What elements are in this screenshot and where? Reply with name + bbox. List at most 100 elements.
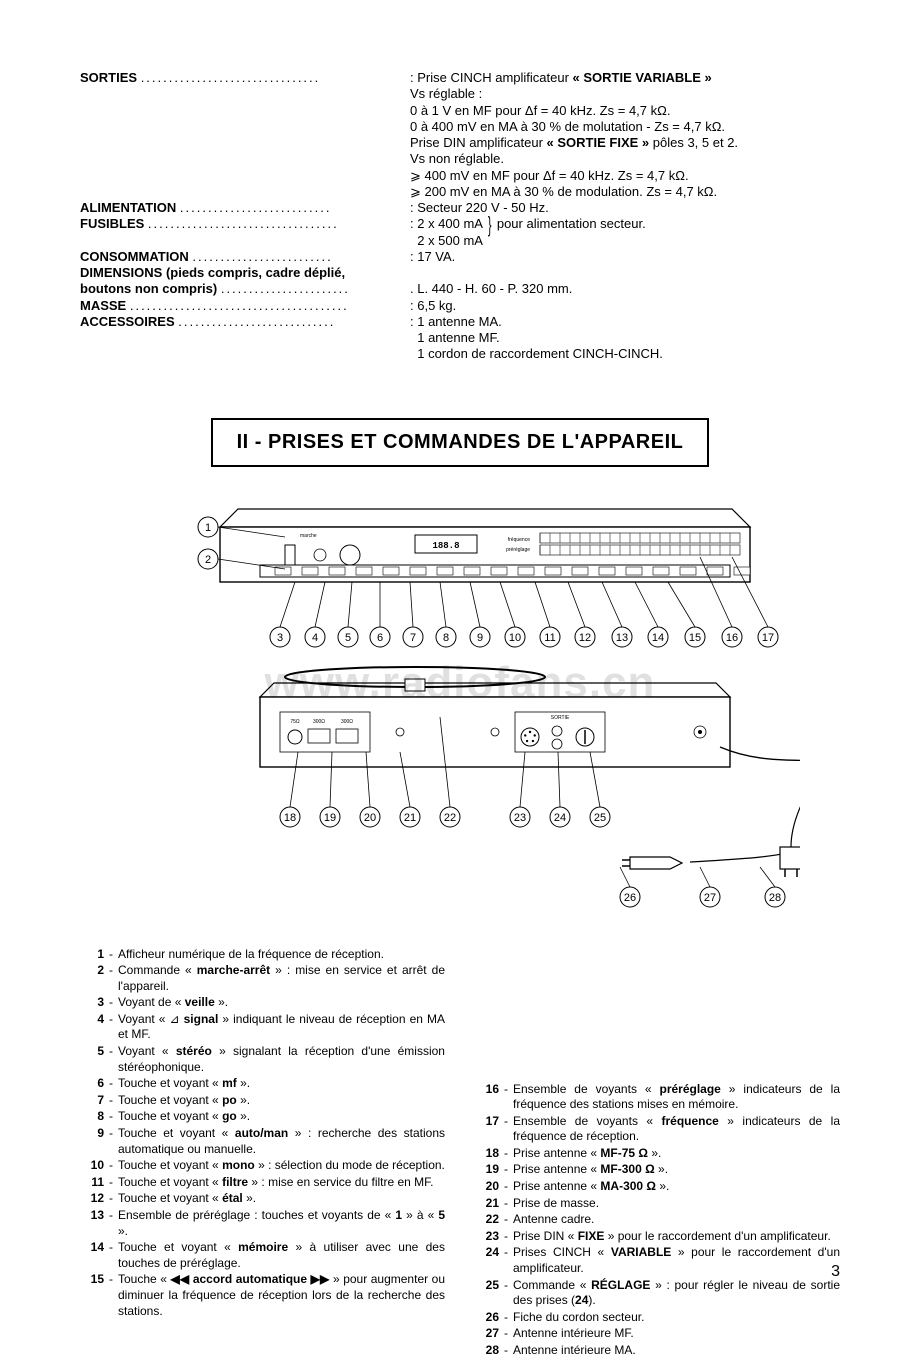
legend-text: Ensemble de voyants « fréquence » indica… — [513, 1114, 840, 1145]
spec-value: : 17 VA. — [410, 249, 840, 265]
legend-item: 4-Voyant « ⊿ signal » indiquant le nivea… — [80, 1012, 445, 1043]
legend-text: Prise DIN « FIXE » pour le raccordement … — [513, 1229, 840, 1245]
spec-value: : 1 antenne MA. 1 antenne MF. 1 cordon d… — [410, 314, 840, 363]
svg-text:7: 7 — [410, 632, 416, 644]
legend-num: 10 — [80, 1158, 104, 1174]
spec-row: MASSE ..................................… — [80, 298, 840, 314]
legend-text: Prise antenne « MF-300 Ω ». — [513, 1162, 840, 1178]
svg-text:26: 26 — [624, 892, 636, 904]
legend-item: 16-Ensemble de voyants « préréglage » in… — [475, 1082, 840, 1113]
svg-text:12: 12 — [579, 632, 591, 644]
svg-text:20: 20 — [364, 812, 376, 824]
legend-num: 11 — [80, 1175, 104, 1191]
legend-text: Touche et voyant « étal ». — [118, 1191, 445, 1207]
legend-item: 18-Prise antenne « MF-75 Ω ». — [475, 1146, 840, 1162]
spec-row: ACCESSOIRES ............................… — [80, 314, 840, 363]
svg-text:75Ω: 75Ω — [290, 719, 300, 725]
legend-num: 21 — [475, 1196, 499, 1212]
page-number: 3 — [831, 1262, 840, 1282]
svg-text:5: 5 — [345, 632, 351, 644]
section-title-wrap: II - PRISES ET COMMANDES DE L'APPAREIL — [80, 363, 840, 497]
legend-num: 26 — [475, 1310, 499, 1326]
legend-text: Voyant « stéréo » signalant la réception… — [118, 1044, 445, 1075]
legend-num: 9 — [80, 1126, 104, 1157]
svg-text:préréglage: préréglage — [506, 547, 530, 553]
legend-num: 1 — [80, 947, 104, 963]
legend-num: 23 — [475, 1229, 499, 1245]
legend-text: Touche et voyant « mf ». — [118, 1076, 445, 1092]
spec-label: CONSOMMATION ......................... — [80, 249, 410, 265]
legend-text: Touche et voyant « po ». — [118, 1093, 445, 1109]
legend-num: 18 — [475, 1146, 499, 1162]
legend-item: 14-Touche et voyant « mémoire » à utilis… — [80, 1240, 445, 1271]
spec-value: : Secteur 220 V - 50 Hz. — [410, 200, 840, 216]
legend-text: Prises CINCH « VARIABLE » pour le raccor… — [513, 1245, 840, 1276]
svg-text:17: 17 — [762, 632, 774, 644]
device-diagram: 188.8fréquencepréréglagemarche1234567891… — [120, 497, 800, 937]
legend-text: Antenne intérieure MF. — [513, 1326, 840, 1342]
legend-right: 16-Ensemble de voyants « préréglage » in… — [475, 947, 840, 1360]
legend-num: 14 — [80, 1240, 104, 1271]
legend-text: Prise de masse. — [513, 1196, 840, 1212]
svg-text:9: 9 — [477, 632, 483, 644]
legend-num: 4 — [80, 1012, 104, 1043]
svg-text:300Ω: 300Ω — [341, 719, 353, 725]
legend-item: 6-Touche et voyant « mf ». — [80, 1076, 445, 1092]
legend-item: 11-Touche et voyant « filtre » : mise en… — [80, 1175, 445, 1191]
legend-item: 13-Ensemble de préréglage : touches et v… — [80, 1208, 445, 1239]
legend-num: 17 — [475, 1114, 499, 1145]
legend-text: Antenne cadre. — [513, 1212, 840, 1228]
svg-text:300Ω: 300Ω — [313, 719, 325, 725]
legend-num: 3 — [80, 995, 104, 1011]
svg-text:SORTIE: SORTIE — [551, 715, 570, 721]
svg-text:27: 27 — [704, 892, 716, 904]
legend-left: 1-Afficheur numérique de la fréquence de… — [80, 947, 445, 1360]
svg-text:188.8: 188.8 — [432, 541, 459, 551]
spec-row: SORTIES ................................… — [80, 70, 840, 200]
svg-text:16: 16 — [726, 632, 738, 644]
svg-text:13: 13 — [616, 632, 628, 644]
svg-text:22: 22 — [444, 812, 456, 824]
svg-text:3: 3 — [277, 632, 283, 644]
legend-num: 24 — [475, 1245, 499, 1276]
spec-label: SORTIES ................................ — [80, 70, 410, 86]
legend-text: Ensemble de voyants « préréglage » indic… — [513, 1082, 840, 1113]
legend-item: 25-Commande « RÉGLAGE » : pour régler le… — [475, 1278, 840, 1309]
spec-label: boutons non compris) ...................… — [80, 281, 410, 297]
legend-text: Fiche du cordon secteur. — [513, 1310, 840, 1326]
legend-item: 23-Prise DIN « FIXE » pour le raccordeme… — [475, 1229, 840, 1245]
svg-text:fréquence: fréquence — [508, 537, 530, 543]
legend-num: 15 — [80, 1272, 104, 1319]
legend-item: 20-Prise antenne « MA-300 Ω ». — [475, 1179, 840, 1195]
legend-text: Prise antenne « MA-300 Ω ». — [513, 1179, 840, 1195]
legend-text: Voyant « ⊿ signal » indiquant le niveau … — [118, 1012, 445, 1043]
spec-row: DIMENSIONS (pieds compris, cadre déplié, — [80, 265, 840, 281]
svg-text:1: 1 — [205, 522, 211, 534]
legend-item: 9-Touche et voyant « auto/man » : recher… — [80, 1126, 445, 1157]
specs-table: SORTIES ................................… — [80, 70, 840, 363]
legend-item: 7-Touche et voyant « po ». — [80, 1093, 445, 1109]
legend-columns: 1-Afficheur numérique de la fréquence de… — [80, 947, 840, 1360]
legend-text: Commande « RÉGLAGE » : pour régler le ni… — [513, 1278, 840, 1309]
spec-value: : 2 x 400 mA } pour alimentation secteur… — [410, 216, 840, 249]
legend-text: Ensemble de préréglage : touches et voya… — [118, 1208, 445, 1239]
legend-text: Touche et voyant « filtre » : mise en se… — [118, 1175, 445, 1191]
legend-item: 22-Antenne cadre. — [475, 1212, 840, 1228]
spec-row: FUSIBLES ...............................… — [80, 216, 840, 249]
svg-text:15: 15 — [689, 632, 701, 644]
legend-text: Touche et voyant « go ». — [118, 1109, 445, 1125]
svg-text:10: 10 — [509, 632, 521, 644]
legend-item: 26-Fiche du cordon secteur. — [475, 1310, 840, 1326]
legend-item: 27-Antenne intérieure MF. — [475, 1326, 840, 1342]
svg-text:11: 11 — [544, 632, 555, 644]
svg-text:marche: marche — [300, 533, 317, 539]
spec-row: boutons non compris) ...................… — [80, 281, 840, 297]
svg-text:4: 4 — [312, 632, 318, 644]
legend-num: 5 — [80, 1044, 104, 1075]
svg-text:28: 28 — [769, 892, 781, 904]
spec-value: : 6,5 kg. — [410, 298, 840, 314]
legend-text: Afficheur numérique de la fréquence de r… — [118, 947, 445, 963]
svg-text:2: 2 — [205, 554, 211, 566]
legend-num: 7 — [80, 1093, 104, 1109]
legend-num: 16 — [475, 1082, 499, 1113]
